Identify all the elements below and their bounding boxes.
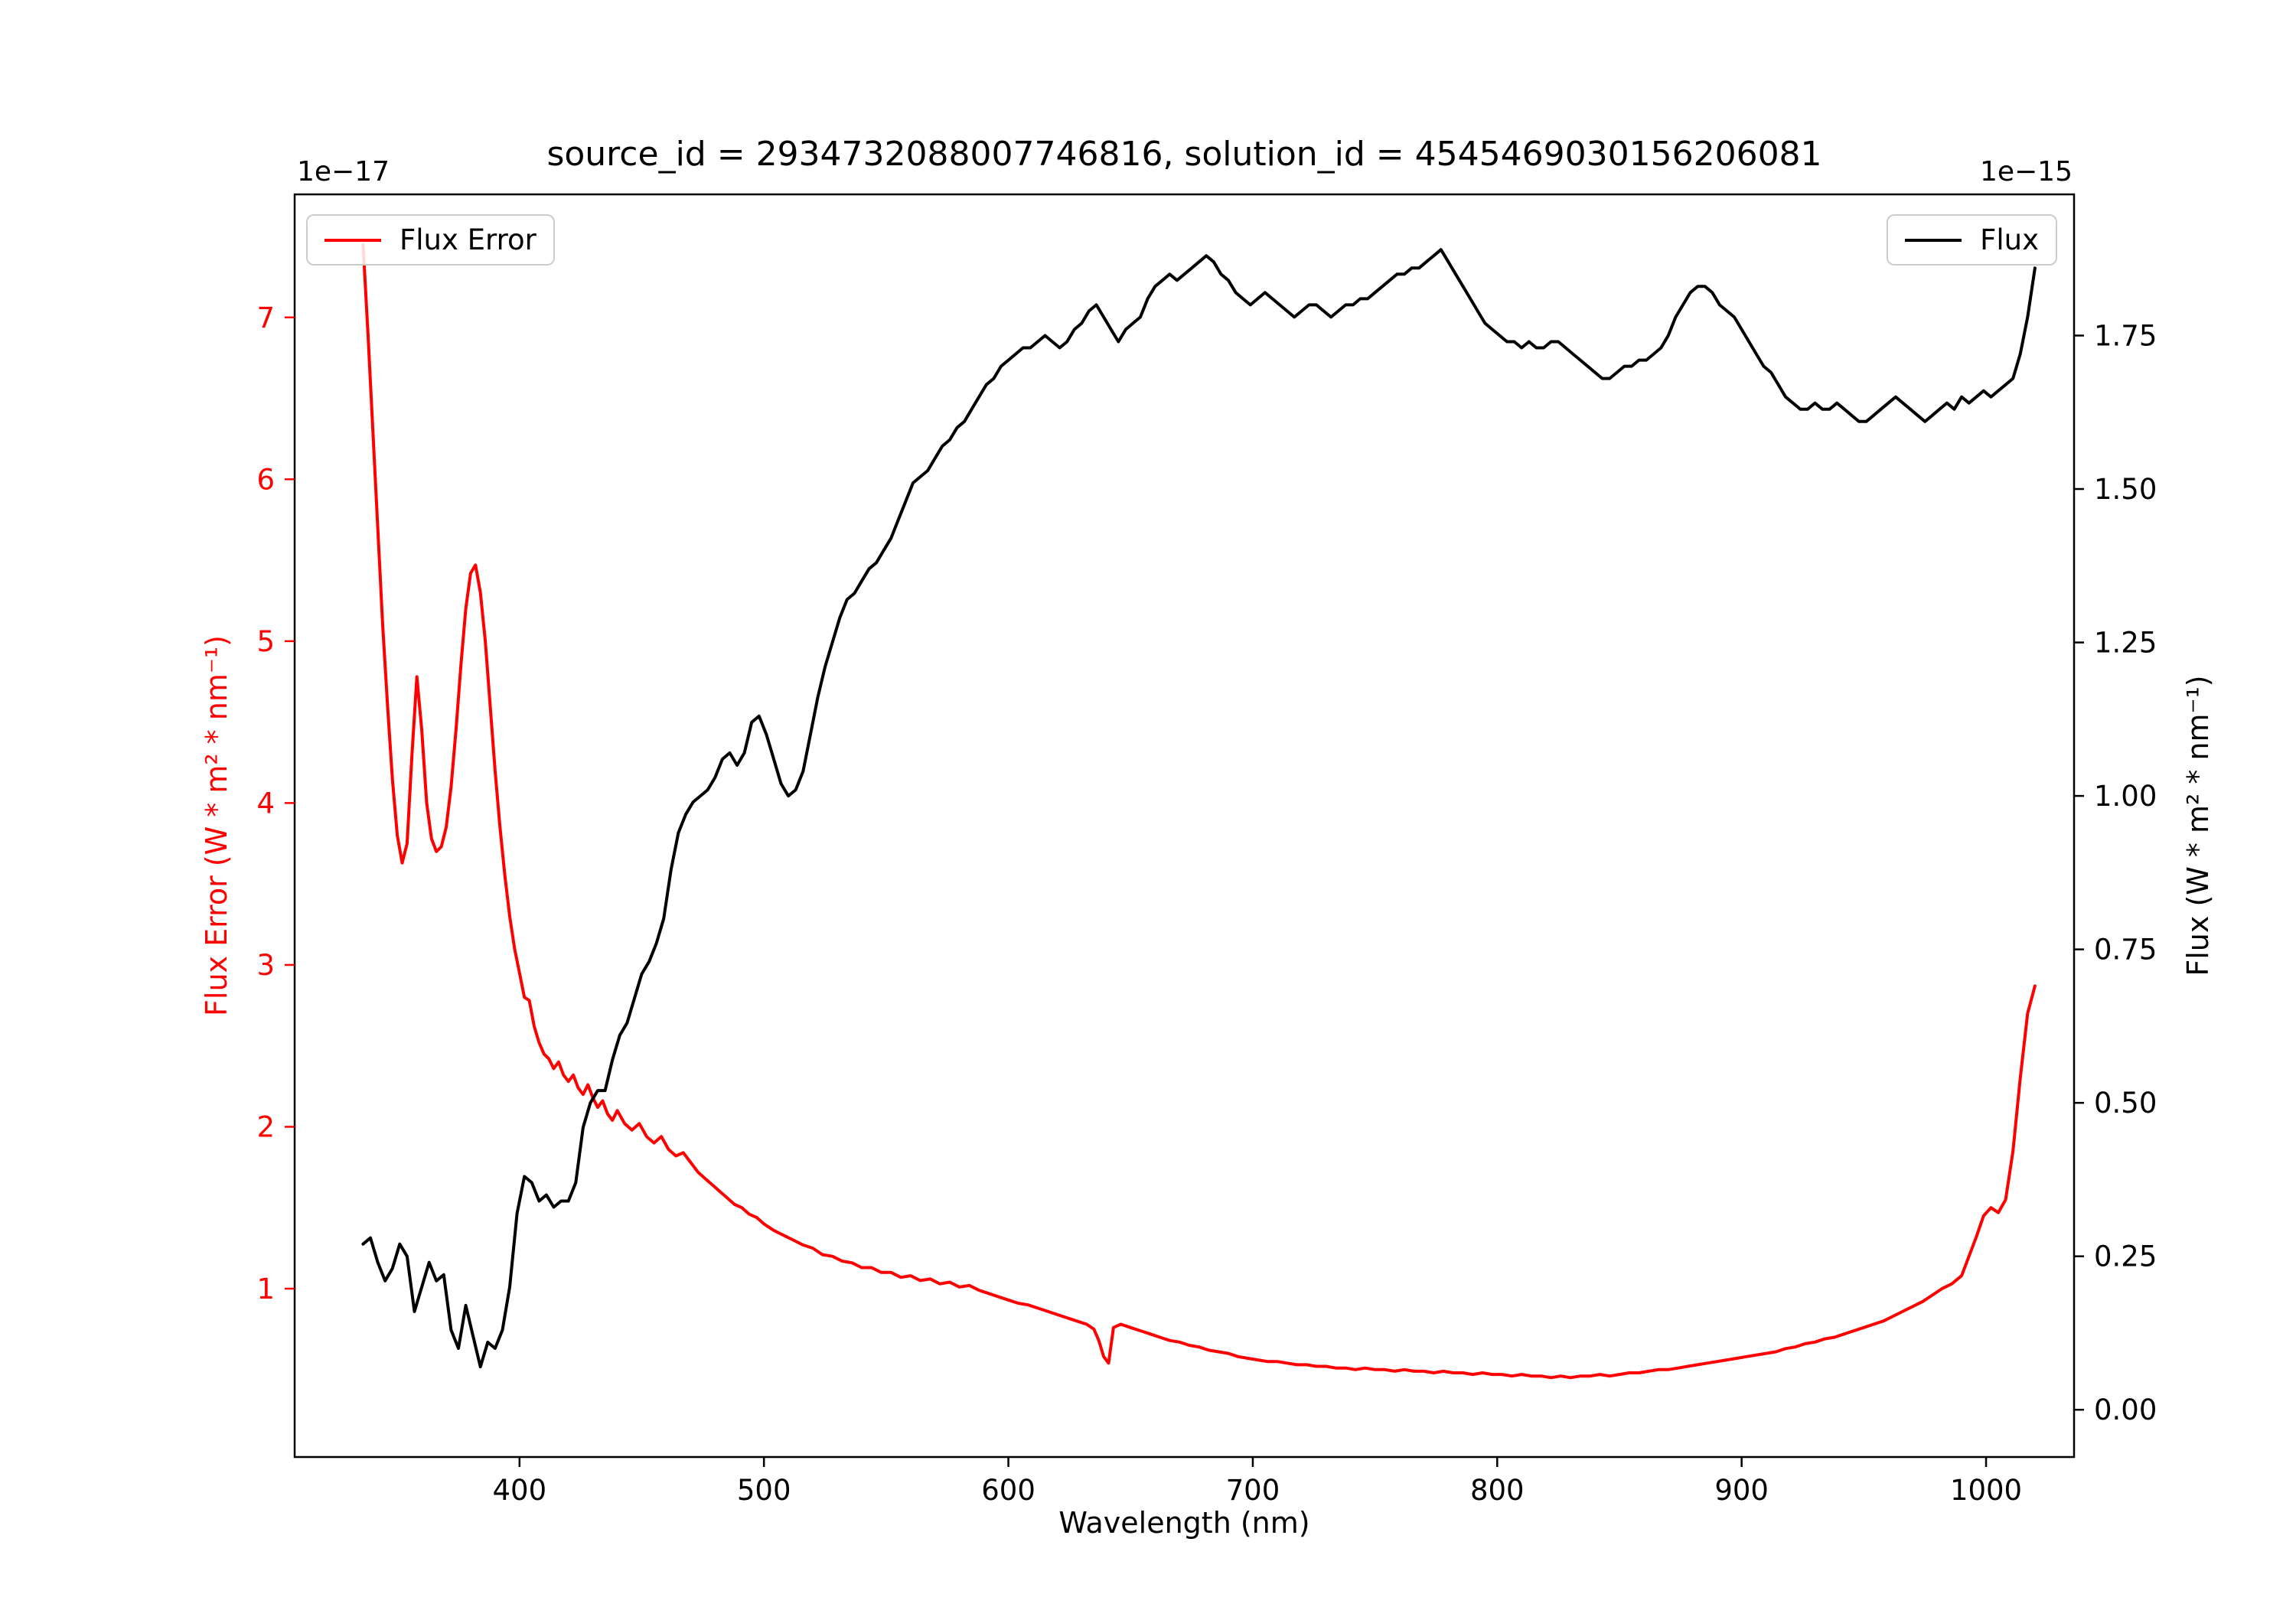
- x-tick-label: 600: [981, 1474, 1035, 1507]
- axes-frame: [293, 193, 2076, 1459]
- right-y-tick-label: 0.00: [2094, 1393, 2157, 1426]
- right-y-axis-label: Flux (W * m² * nm⁻¹): [2181, 675, 2215, 976]
- left-y-tick-label: 2: [256, 1110, 275, 1143]
- left-y-tick-label: 6: [256, 463, 275, 496]
- left-y-axis-label: Flux Error (W * m² * nm⁻¹): [200, 635, 233, 1016]
- legend-flux: Flux: [1887, 214, 2057, 266]
- right-y-tick-label: 0.75: [2094, 934, 2157, 966]
- right-y-tick-label: 1.25: [2094, 627, 2157, 660]
- x-tick-label: 1000: [1950, 1474, 2022, 1507]
- x-tick-label: 400: [493, 1474, 547, 1507]
- right-y-tick-label: 0.25: [2094, 1240, 2157, 1273]
- flux-legend-label: Flux: [1980, 223, 2039, 256]
- left-axis-scale-offset: 1e−17: [297, 156, 390, 187]
- left-y-tick-label: 7: [256, 302, 275, 334]
- right-y-tick-label: 1.75: [2094, 319, 2157, 352]
- chart-title: source_id = 2934732088007746816, solutio…: [546, 135, 1822, 174]
- x-tick-label: 500: [737, 1474, 791, 1507]
- left-y-tick-label: 1: [256, 1273, 275, 1305]
- flux-error-legend-line-icon: [325, 238, 381, 242]
- series-line-flux: [361, 248, 2037, 1369]
- right-y-tick-label: 0.50: [2094, 1087, 2157, 1120]
- series-line-flux-error: [361, 243, 2037, 1380]
- x-tick-label: 800: [1470, 1474, 1525, 1507]
- right-y-tick-label: 1.50: [2094, 473, 2157, 506]
- left-y-tick-label: 5: [256, 625, 275, 658]
- left-y-tick-label: 3: [256, 949, 275, 982]
- left-y-tick-label: 4: [256, 787, 275, 820]
- legend-flux-error: Flux Error: [306, 214, 555, 266]
- right-y-tick-label: 1.00: [2094, 780, 2157, 813]
- right-axis-scale-offset: 1e−15: [1979, 156, 2073, 187]
- flux-legend-line-icon: [1905, 238, 1962, 242]
- flux-error-legend-label: Flux Error: [400, 223, 536, 256]
- x-tick-label: 700: [1226, 1474, 1280, 1507]
- x-axis-label: Wavelength (nm): [1058, 1506, 1310, 1540]
- x-tick-label: 900: [1714, 1474, 1769, 1507]
